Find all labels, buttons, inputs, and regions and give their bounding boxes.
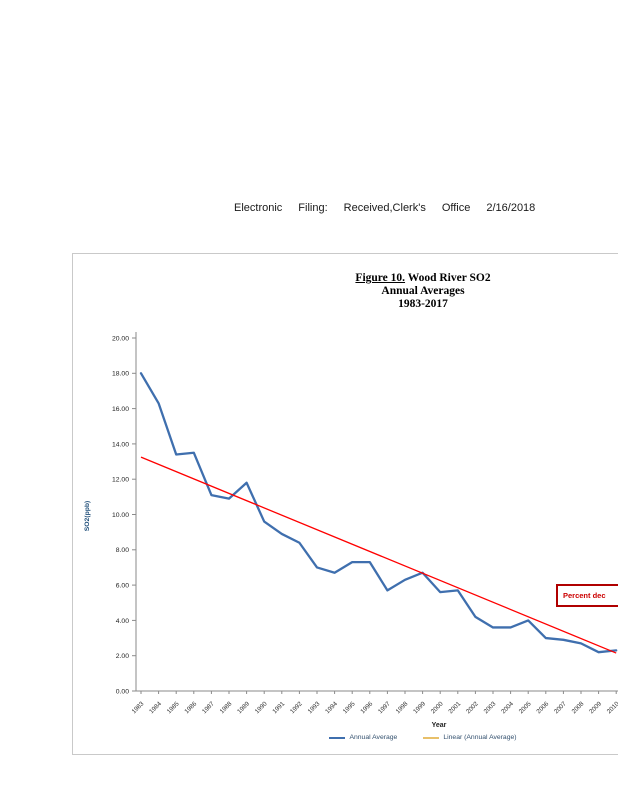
svg-text:0.00: 0.00 bbox=[116, 688, 129, 695]
svg-text:18.00: 18.00 bbox=[112, 371, 129, 378]
svg-text:1991: 1991 bbox=[271, 700, 286, 715]
svg-text:1996: 1996 bbox=[359, 700, 374, 715]
figure-title-line2: Annual Averages bbox=[381, 285, 465, 297]
filing-header-segment: Received,Clerk's bbox=[343, 202, 426, 214]
svg-text:10.00: 10.00 bbox=[112, 512, 129, 519]
figure-title-text: Wood River SO2 bbox=[405, 272, 491, 284]
percent-decrease-text: Percent dec bbox=[563, 591, 606, 600]
filing-header: Electronic Filing: Received,Clerk's Offi… bbox=[234, 202, 535, 214]
svg-text:2005: 2005 bbox=[518, 700, 533, 715]
trendline-linear bbox=[140, 456, 617, 654]
svg-text:2007: 2007 bbox=[553, 700, 568, 715]
svg-text:2010: 2010 bbox=[606, 700, 618, 715]
svg-text:1993: 1993 bbox=[307, 700, 322, 715]
svg-text:1999: 1999 bbox=[412, 700, 427, 715]
svg-text:2008: 2008 bbox=[571, 700, 586, 715]
svg-text:2006: 2006 bbox=[535, 700, 550, 715]
svg-text:2.00: 2.00 bbox=[116, 653, 129, 660]
legend-item-annual-average: Annual Average bbox=[329, 734, 397, 741]
legend-swatch-linear bbox=[423, 736, 440, 739]
chart-axes bbox=[135, 332, 618, 692]
svg-text:1994: 1994 bbox=[324, 700, 339, 715]
chart-svg: 0.00 2.00 4.00 6.00 8.00 10.00 12.00 14.00 16.00… bbox=[84, 332, 618, 715]
svg-text:1990: 1990 bbox=[254, 700, 269, 715]
figure-number: Figure 10. bbox=[355, 272, 406, 284]
svg-text:1984: 1984 bbox=[148, 700, 163, 715]
filing-header-date: 2/16/2018 bbox=[486, 202, 536, 214]
percent-decrease-callout: Percent dec bbox=[556, 584, 618, 607]
svg-text:1998: 1998 bbox=[395, 700, 410, 715]
filing-header-segment: Electronic bbox=[234, 202, 283, 214]
legend-swatch-annual-average bbox=[329, 736, 346, 739]
x-axis-ticks: 1983 1984 1985 1986 1987 1988 1989 1990 1991 1992… bbox=[131, 691, 618, 715]
svg-text:4.00: 4.00 bbox=[116, 618, 129, 625]
svg-text:16.00: 16.00 bbox=[112, 406, 129, 413]
svg-text:1995: 1995 bbox=[342, 700, 357, 715]
chart-legend: Annual Average Linear (Annual Average) bbox=[253, 734, 593, 741]
svg-text:1986: 1986 bbox=[183, 700, 198, 715]
svg-text:2003: 2003 bbox=[483, 700, 498, 715]
svg-text:2009: 2009 bbox=[588, 700, 603, 715]
svg-text:1985: 1985 bbox=[166, 700, 181, 715]
svg-text:1997: 1997 bbox=[377, 700, 392, 715]
y-axis-title: SO2(ppb) bbox=[84, 501, 91, 532]
svg-text:20.00: 20.00 bbox=[112, 335, 129, 342]
svg-text:1989: 1989 bbox=[236, 700, 251, 715]
svg-text:1988: 1988 bbox=[219, 700, 234, 715]
legend-label: Annual Average bbox=[349, 734, 398, 741]
series-annual-average bbox=[139, 372, 618, 654]
svg-text:12.00: 12.00 bbox=[112, 477, 129, 484]
figure-title-line1: Figure 10. Wood River SO2 bbox=[273, 272, 573, 285]
figure-title: Figure 10. Wood River SO2 Annual Average… bbox=[273, 272, 573, 311]
svg-text:2000: 2000 bbox=[430, 700, 445, 715]
svg-text:1992: 1992 bbox=[289, 700, 304, 715]
svg-text:2002: 2002 bbox=[465, 700, 480, 715]
svg-text:1987: 1987 bbox=[201, 700, 216, 715]
svg-text:2004: 2004 bbox=[500, 700, 515, 715]
x-axis-title: Year bbox=[431, 722, 447, 729]
legend-label: Linear (Annual Average) bbox=[443, 734, 517, 741]
svg-text:6.00: 6.00 bbox=[116, 583, 129, 590]
svg-text:1983: 1983 bbox=[131, 700, 146, 715]
svg-text:8.00: 8.00 bbox=[116, 547, 129, 554]
filing-header-segment: Office bbox=[441, 202, 471, 214]
figure-page: Figure 10. Wood River SO2 Annual Average… bbox=[72, 253, 618, 755]
svg-text:2001: 2001 bbox=[447, 700, 462, 715]
svg-text:14.00: 14.00 bbox=[112, 441, 129, 448]
filing-header-segment: Filing: bbox=[298, 202, 328, 214]
figure-title-line3: 1983-2017 bbox=[398, 298, 448, 310]
y-axis-ticks: 0.00 2.00 4.00 6.00 8.00 10.00 12.00 14.00 16.00… bbox=[112, 335, 136, 695]
legend-item-linear: Linear (Annual Average) bbox=[423, 734, 517, 741]
